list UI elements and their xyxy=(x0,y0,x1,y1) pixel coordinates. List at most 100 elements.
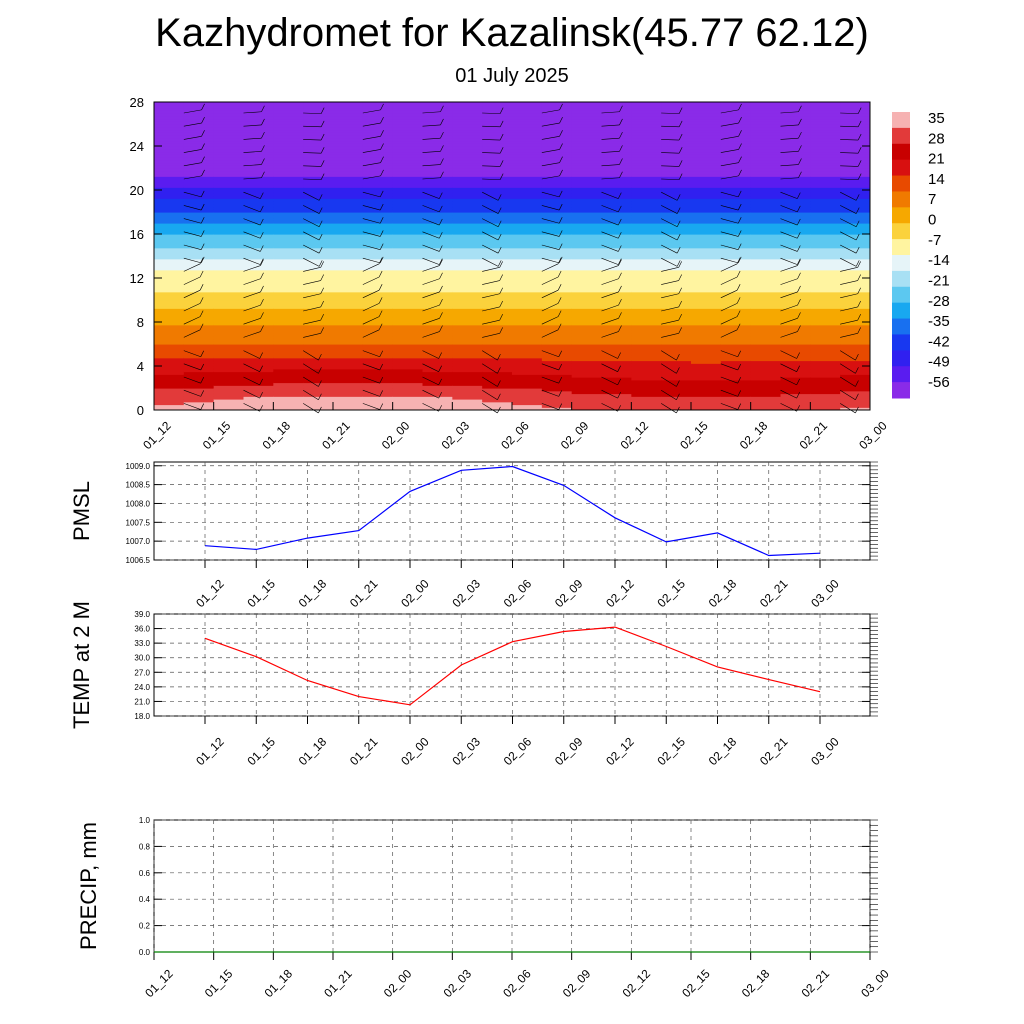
temperature-cell xyxy=(750,319,782,323)
wind-barb-feather xyxy=(676,260,681,267)
wind-barb xyxy=(303,376,319,387)
temperature-cell xyxy=(541,157,573,161)
temperature-cell xyxy=(512,143,543,147)
temperature-cell xyxy=(482,173,513,177)
temperature-cell xyxy=(213,363,245,367)
temperature-cell xyxy=(541,341,573,345)
temperature-cell xyxy=(452,146,483,150)
temperature-cell xyxy=(452,132,483,136)
temperature-cell xyxy=(273,115,304,120)
wind-barb xyxy=(720,244,739,250)
wind-barb xyxy=(422,318,440,325)
colorbar-swatch xyxy=(892,223,910,240)
temperature-cell xyxy=(840,388,870,392)
wind-barb-feather xyxy=(380,130,384,137)
temperature-cell xyxy=(720,247,752,252)
temperature-cell xyxy=(183,170,215,175)
temperature-cell xyxy=(183,346,215,351)
temperature-cell xyxy=(810,236,841,241)
temperature-cell xyxy=(213,159,245,164)
temperature-cell xyxy=(512,118,543,122)
temperature-cell xyxy=(303,126,334,131)
wind-barb xyxy=(601,331,619,338)
temperature-cell xyxy=(780,344,811,348)
temperature-cell xyxy=(661,225,692,230)
wind-barb xyxy=(661,125,680,128)
temperature-cell xyxy=(333,228,364,232)
wind-barb xyxy=(422,124,441,127)
wind-barb xyxy=(243,257,261,265)
temperature-cell xyxy=(482,137,513,142)
temperature-cell xyxy=(840,118,870,122)
temperature-cell xyxy=(512,181,543,186)
temperature-cell xyxy=(333,220,364,224)
temperature-cell xyxy=(840,223,870,227)
temperature-cell xyxy=(362,110,394,114)
wind-barb xyxy=(362,329,380,338)
temperature-cell xyxy=(452,113,483,117)
temperature-cell xyxy=(213,190,245,194)
temperature-cell xyxy=(512,115,543,120)
temperature-cell xyxy=(750,357,782,362)
temperature-cell xyxy=(750,388,782,392)
temperature-cell xyxy=(482,404,513,408)
temperature-cell xyxy=(392,319,424,323)
temperature-cell xyxy=(571,341,603,345)
temperature-cell xyxy=(691,159,722,164)
temperature-cell xyxy=(213,181,245,186)
temperature-cell xyxy=(720,242,752,246)
temperature-cell xyxy=(691,157,722,161)
temperature-cell xyxy=(601,291,632,296)
temperature-cell xyxy=(213,371,245,375)
wind-barb xyxy=(422,205,440,213)
temperature-cell xyxy=(273,363,304,367)
temperature-cell xyxy=(183,344,215,348)
wind-barb-feather xyxy=(380,116,384,124)
temperature-cell xyxy=(392,107,424,111)
temperature-cell xyxy=(631,344,662,348)
temperature-cell xyxy=(392,289,424,293)
temperature-cell xyxy=(631,286,662,290)
temperature-cell xyxy=(452,311,483,315)
temperature-cell xyxy=(362,297,394,301)
wind-barb-feather xyxy=(857,261,861,268)
temperature-cell xyxy=(273,286,304,290)
temperature-cell xyxy=(333,137,364,142)
wind-barb xyxy=(601,205,619,213)
temperature-cell xyxy=(422,269,453,274)
temperature-cell xyxy=(810,231,841,235)
temperature-cell xyxy=(810,275,841,279)
temperature-cell xyxy=(810,115,841,120)
temperature-cell xyxy=(810,140,841,144)
temperature-cell xyxy=(333,173,364,177)
temperature-cell xyxy=(422,245,453,249)
temperature-cell xyxy=(333,231,364,235)
temperature-cell xyxy=(691,140,722,144)
temperature-cell xyxy=(333,168,364,172)
temperature-cell xyxy=(720,269,752,274)
temperature-cell xyxy=(631,217,662,221)
temperature-cell xyxy=(631,368,662,373)
temperature-cell xyxy=(601,173,632,177)
temperature-cell xyxy=(631,291,662,296)
temperature-cell xyxy=(571,344,603,348)
temperature-cell xyxy=(213,225,245,230)
temperature-cell xyxy=(362,399,394,403)
temperature-cell xyxy=(661,143,692,147)
wind-barb-feather xyxy=(797,325,801,332)
temperature-cell xyxy=(482,236,513,241)
temperature-cell xyxy=(452,137,483,142)
temperature-cell xyxy=(482,110,513,114)
temperature-cell xyxy=(541,297,573,301)
temperature-cell xyxy=(183,396,215,400)
temperature-cell xyxy=(303,275,334,279)
temperature-cell xyxy=(691,214,722,219)
temperature-cell xyxy=(840,341,870,345)
temperature-cell xyxy=(840,231,870,235)
temperature-cell xyxy=(333,118,364,122)
temperature-cell xyxy=(303,176,334,180)
temperature-cell xyxy=(720,278,752,282)
temperature-cell xyxy=(154,256,185,260)
wind-barb-feather xyxy=(857,133,862,141)
temperature-cell xyxy=(541,308,573,312)
